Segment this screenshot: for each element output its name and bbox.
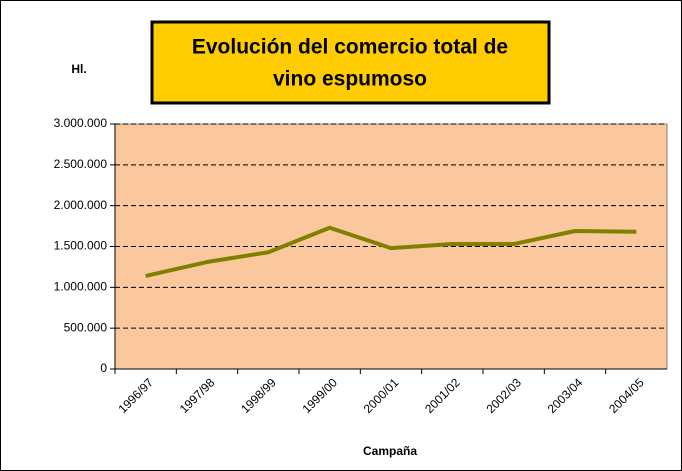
y-axis-label: Hl. xyxy=(71,62,86,76)
y-tick-label: 0 xyxy=(100,361,107,375)
y-tick-label: 500.000 xyxy=(64,320,108,334)
y-tick-label: 2.500.000 xyxy=(54,157,108,171)
chart-title: vino espumoso xyxy=(273,68,427,91)
x-axis-label: Campaña xyxy=(363,444,417,458)
y-tick-label: 1.500.000 xyxy=(54,239,108,253)
data-line xyxy=(145,225,637,278)
title-box xyxy=(150,20,551,105)
y-tick-label: 3.000.000 xyxy=(54,116,108,130)
y-tick-label: 2.000.000 xyxy=(54,198,108,212)
y-tick-label: 1.000.000 xyxy=(54,280,108,294)
chart-title: Evolución del comercio total de xyxy=(192,36,508,59)
